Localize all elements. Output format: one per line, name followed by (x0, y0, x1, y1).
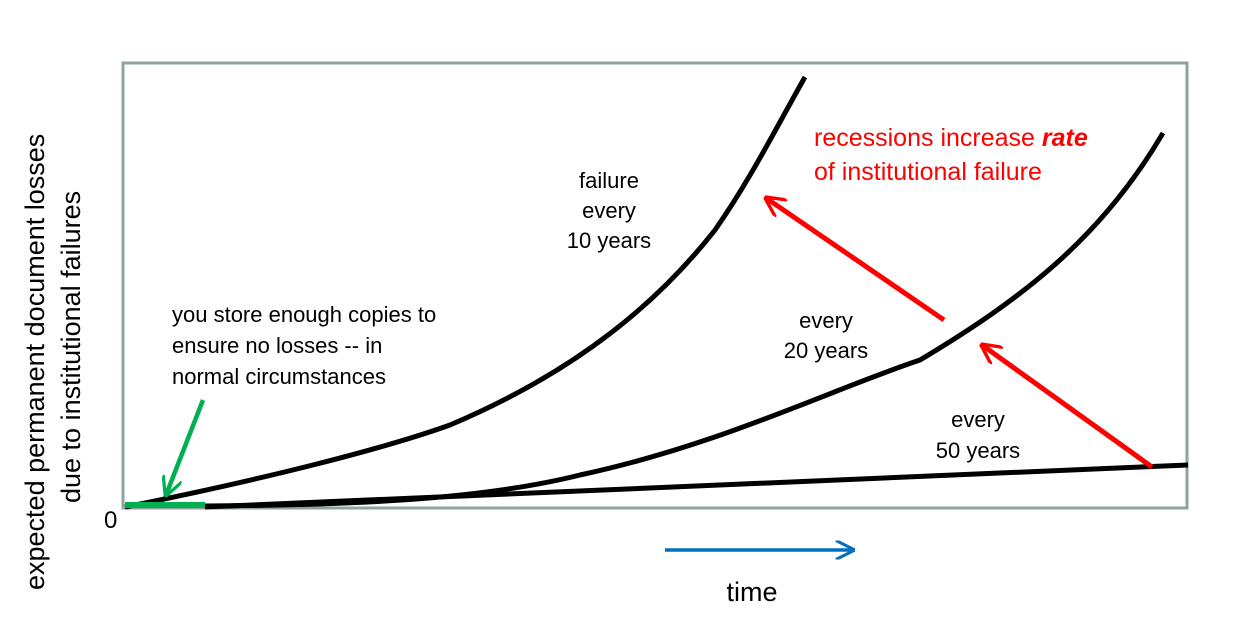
normal-annotation-line-3: normal circumstances (172, 364, 386, 389)
series-label-10-line-3: 10 years (567, 228, 651, 253)
recession-annotation-line-1-text: recessions increase (814, 124, 1042, 152)
recession-annotation: recessions increase rate of institutiona… (814, 124, 1088, 186)
recession-arrow-upper (766, 198, 946, 323)
x-axis-title: time (726, 577, 777, 607)
y-axis-title-line-1: expected permanent document losses (20, 134, 50, 590)
series-label-20-line-2: 20 years (784, 338, 868, 363)
series-line-10-years (124, 75, 808, 510)
y-zero-label: 0 (104, 507, 117, 534)
recession-annotation-rate: rate (1042, 124, 1088, 152)
normal-arrow (166, 399, 206, 495)
series-label-10-line-1: failure (579, 168, 639, 193)
series-label-10-line-2: every (582, 198, 636, 223)
series-label-50-years: every 50 years (936, 407, 1020, 463)
series-line-50-years (204, 462, 1189, 510)
recession-annotation-line-2: of institutional failure (814, 158, 1042, 186)
series-label-20-years: every 20 years (784, 308, 868, 363)
plot-frame (121, 61, 1189, 510)
y-axis-title-2: due to institutional failures (56, 191, 86, 503)
recession-arrow-lower (982, 345, 1154, 470)
normal-annotation-line-1: you store enough copies to (172, 302, 436, 327)
series-label-10-years: failure every 10 years (567, 168, 651, 253)
series-label-50-line-1: every (951, 407, 1005, 432)
y-axis-title-line-2: due to institutional failures (56, 191, 86, 503)
series-label-20-line-1: every (799, 308, 853, 333)
normal-annotation-line-2: ensure no losses -- in (172, 333, 382, 358)
recession-annotation-line-1: recessions increase rate (814, 124, 1088, 152)
y-axis-title: expected permanent document losses (20, 134, 50, 590)
normal-annotation: you store enough copies to ensure no los… (172, 302, 436, 389)
series-label-50-line-2: 50 years (936, 438, 1020, 463)
